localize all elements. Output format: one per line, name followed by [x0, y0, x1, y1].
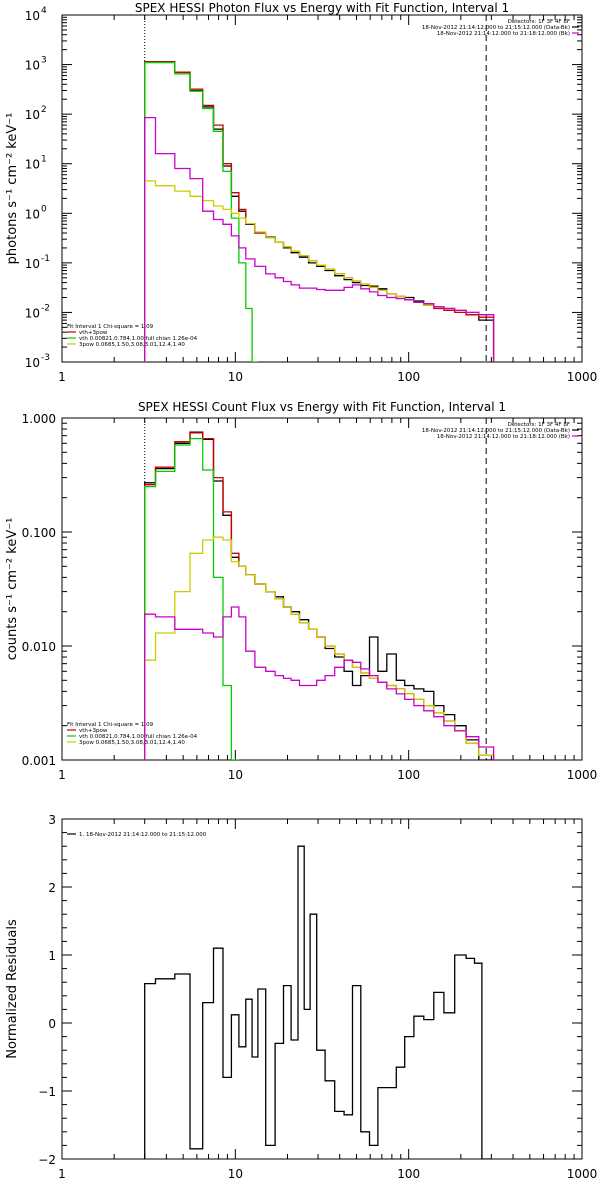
y-tick-label: 3	[48, 813, 56, 827]
x-tick-label: 10	[228, 1167, 243, 1181]
y-axis-label: Normalized Residuals	[5, 919, 20, 1059]
series-line-3pow	[144, 180, 495, 362]
chart-panel-3: 1 10 100 1000 −2 −1 0 1 2 3 Normalized Residuals 1.…	[5, 813, 597, 1181]
legend-entry: Fit Interval 1 Chi-square = 1.09	[67, 722, 154, 728]
plot-frame	[61, 14, 583, 363]
chart-panel-2: SPEX HESSI Count Flux vs Energy with Fit…	[5, 400, 597, 782]
series-line-bk	[144, 606, 495, 760]
series-line-bk	[144, 116, 495, 362]
x-tick-label: 10	[228, 370, 243, 384]
y-tick-label: 10	[25, 9, 40, 23]
y-tick-label: −2	[38, 1153, 56, 1167]
header-line: 18-Nov-2012 21:14:12.000 to 21:15:12.000…	[422, 25, 570, 31]
y-tick-label: 10	[25, 108, 40, 122]
plot-frame	[61, 818, 583, 1160]
header-line: 18-Nov-2012 21:14:12.000 to 21:18:12.000…	[437, 434, 570, 440]
y-tick-label-exponent: -2	[41, 303, 50, 313]
y-tick-label-exponent: 0	[41, 204, 47, 214]
header-line: Detectors: 1F 3F 4F 8F	[508, 19, 570, 25]
legend-entry: vth 0.00821,0.784,1.00 full chian 1.26e-…	[79, 734, 198, 740]
y-tick-label: −1	[38, 1085, 56, 1099]
y-tick-label: 10	[25, 306, 40, 320]
legend-entry: vth+3pow	[79, 330, 108, 336]
y-tick-label: 0.001	[22, 754, 56, 768]
legend-entry: 3pow 0.0685,1.50,3.08,3.01,12.4,1.40	[79, 740, 185, 746]
y-tick-label-exponent: 2	[41, 105, 47, 115]
series-line-vth-3pow	[144, 432, 495, 760]
series-line-residuals	[144, 845, 491, 1159]
y-tick-label: 1	[48, 949, 56, 963]
x-tick-label: 100	[397, 370, 420, 384]
header-line: 18-Nov-2012 21:14:12.000 to 21:15:12.000…	[422, 428, 570, 434]
y-tick-label: 2	[48, 881, 56, 895]
x-tick-label: 10	[228, 768, 243, 782]
header-line: Detectors: 1F 3F 4F 8F	[508, 422, 570, 428]
chart-panel-1: SPEX HESSI Photon Flux vs Energy with Fi…	[5, 1, 597, 384]
legend-entry: vth 0.00821,0.784,1.00 full chian 1.26e-…	[79, 336, 198, 342]
y-tick-label: 10	[25, 158, 40, 172]
x-tick-label: 1000	[567, 1167, 598, 1181]
y-tick-label-exponent: 3	[41, 56, 47, 66]
series-line-vth	[144, 61, 259, 362]
y-tick-label: 10	[25, 207, 40, 221]
y-tick-label: 0.010	[22, 640, 56, 654]
y-axis-label: counts s⁻¹ cm⁻² keV⁻¹	[5, 518, 20, 661]
x-tick-label: 1000	[567, 768, 598, 782]
chart-title: SPEX HESSI Photon Flux vs Energy with Fi…	[135, 1, 509, 15]
y-tick-label: 10	[25, 257, 40, 271]
x-tick-label: 100	[397, 768, 420, 782]
y-tick-label: 0.100	[22, 526, 56, 540]
series-line-vth-3pow	[144, 60, 495, 362]
y-tick-label-exponent: -1	[41, 254, 50, 264]
series-line-data-bk	[144, 61, 495, 362]
y-tick-label: 1.000	[22, 412, 56, 426]
x-tick-label: 1	[58, 768, 66, 782]
y-tick-label-exponent: 1	[41, 155, 47, 165]
y-tick-label: 10	[25, 356, 40, 370]
x-tick-label: 1	[58, 1167, 66, 1181]
series-line-vth	[144, 437, 240, 760]
y-tick-label-exponent: -3	[41, 353, 50, 363]
plot-frame	[61, 417, 583, 761]
x-tick-label: 1	[58, 370, 66, 384]
legend-entry: vth+3pow	[79, 728, 108, 734]
series-line-data-bk	[144, 431, 494, 760]
legend-entry: Fit Interval 1 Chi-square = 1.09	[67, 324, 154, 330]
legend-entry: 3pow 0.0685,1.50,3.08,3.01,12.4,1.40	[79, 342, 185, 348]
legend-entry: 1. 18-Nov-2012 21:14:12.000 to 21:15:12.…	[79, 832, 207, 838]
header-line: 18-Nov-2012 21:14:12.000 to 21:18:12.000…	[437, 31, 570, 37]
y-tick-label: 0	[48, 1017, 56, 1031]
y-tick-label: 10	[25, 59, 40, 73]
x-tick-label: 1000	[567, 370, 598, 384]
x-tick-label: 100	[397, 1167, 420, 1181]
y-tick-label-exponent: 4	[41, 6, 47, 16]
y-axis-label: photons s⁻¹ cm⁻² keV⁻¹	[5, 113, 20, 265]
series-line-3pow	[144, 536, 495, 760]
chart-title: SPEX HESSI Count Flux vs Energy with Fit…	[138, 400, 506, 414]
